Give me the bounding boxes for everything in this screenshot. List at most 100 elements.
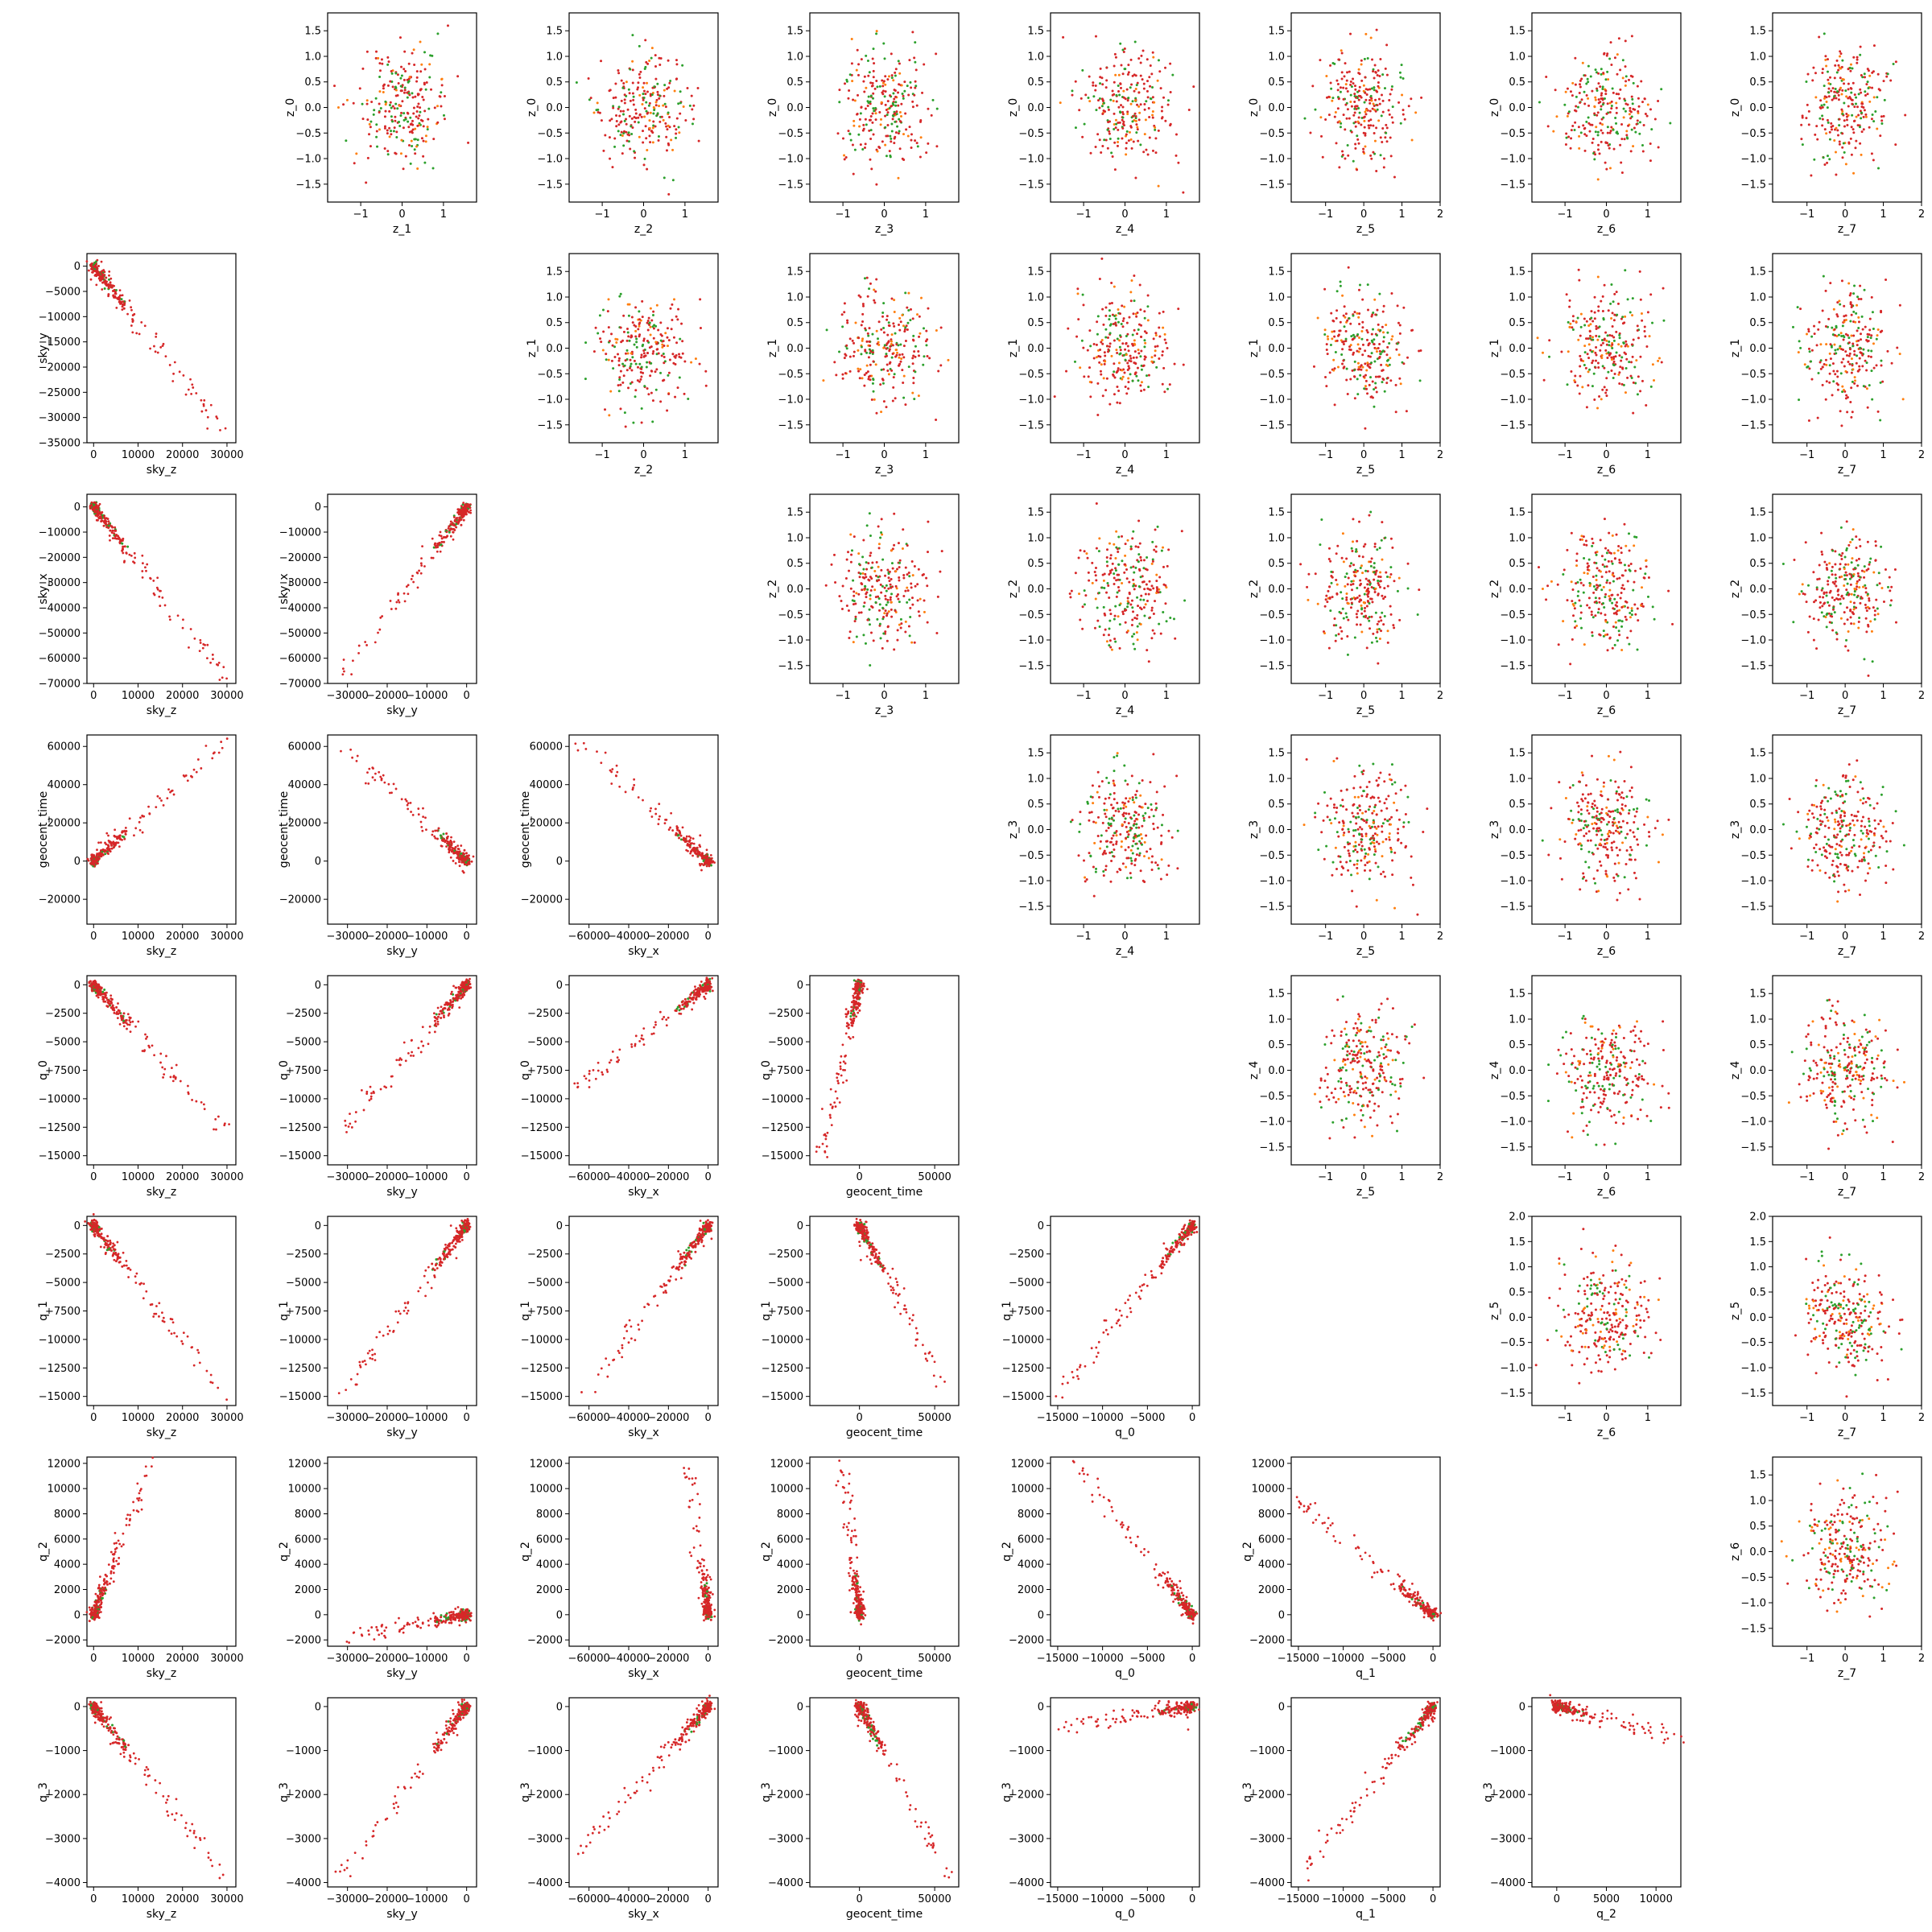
scatter-point xyxy=(697,1596,700,1600)
y-tick-label: −5000 xyxy=(527,1278,563,1290)
scatter-point xyxy=(97,277,101,280)
scatter-point xyxy=(89,1612,92,1616)
scatter-point xyxy=(448,1003,451,1006)
scatter-point xyxy=(163,1067,167,1071)
x-tick-label: −60000 xyxy=(568,931,610,943)
scatter-point xyxy=(431,830,435,833)
y-tick-label: −5000 xyxy=(1009,1278,1044,1290)
scatter-point xyxy=(447,835,449,838)
scatter-point xyxy=(114,844,117,847)
scatter-point xyxy=(148,812,151,815)
x-tick-label: 0 xyxy=(90,931,97,943)
scatter-point xyxy=(102,269,105,271)
y-tick-label: 8000 xyxy=(295,1509,321,1521)
scatter-point xyxy=(462,502,465,505)
scatter-point xyxy=(125,1524,128,1526)
scatter-point xyxy=(111,1553,114,1556)
scatter-point xyxy=(452,530,454,534)
x-tick-label: 0 xyxy=(464,931,470,943)
scatter-point xyxy=(858,1241,861,1244)
y-tick-label: −2500 xyxy=(768,1008,803,1020)
scatter-point xyxy=(187,1084,189,1088)
scatter-point xyxy=(340,749,342,753)
scatter-point xyxy=(460,844,463,847)
scatter-point xyxy=(436,837,439,840)
scatter-point xyxy=(863,985,865,988)
scatter-point xyxy=(105,1249,109,1252)
scatter-point xyxy=(708,1596,712,1600)
scatter-point xyxy=(418,569,420,572)
scatter-point xyxy=(404,1306,407,1309)
scatter-point xyxy=(455,522,458,526)
scatter-point xyxy=(690,1257,693,1260)
scatter-point xyxy=(97,1616,101,1619)
scatter-point xyxy=(85,1611,89,1614)
scatter-point xyxy=(110,286,114,289)
scatter-point xyxy=(91,857,94,859)
scatter-point xyxy=(125,1517,128,1521)
scatter-point xyxy=(109,281,112,284)
scatter-point xyxy=(879,1265,882,1268)
scatter-point xyxy=(113,296,115,299)
y-tick-label: −7500 xyxy=(286,1306,321,1318)
y-tick-label: −15000 xyxy=(39,336,80,349)
scatter-point xyxy=(188,646,190,649)
scatter-point xyxy=(220,741,223,743)
scatter-point xyxy=(104,279,107,282)
scatter-point xyxy=(642,1027,646,1030)
scatter-point xyxy=(679,1262,682,1265)
scatter-point xyxy=(341,673,345,676)
scatter-point xyxy=(1172,1248,1175,1251)
scatter-point xyxy=(101,1586,104,1589)
scatter-point xyxy=(215,1128,217,1131)
scatter-point xyxy=(173,1331,175,1335)
scatter-point xyxy=(454,845,457,848)
x-axis-label: sky_z xyxy=(147,1426,177,1439)
scatter-point xyxy=(90,1607,93,1610)
scatter-point xyxy=(101,519,104,522)
scatter-point xyxy=(395,601,398,604)
scatter-point xyxy=(120,1545,123,1548)
scatter-point xyxy=(450,836,452,839)
scatter-point xyxy=(114,291,117,294)
scatter-point xyxy=(713,1615,716,1618)
scatter-point xyxy=(858,1245,861,1248)
scatter-point xyxy=(844,1062,847,1065)
scatter-point xyxy=(121,294,124,297)
scatter-point xyxy=(122,537,125,540)
scatter-point xyxy=(97,518,99,522)
x-tick-label: −15000 xyxy=(1037,1412,1079,1424)
scatter-point xyxy=(101,997,105,1001)
scatter-point xyxy=(112,1006,115,1009)
x-tick-label: −40000 xyxy=(608,1171,650,1183)
scatter-point xyxy=(1187,1223,1191,1226)
scatter-point xyxy=(449,999,452,1002)
scatter-point xyxy=(195,770,198,774)
scatter-point xyxy=(853,1000,857,1003)
scatter-point xyxy=(419,562,423,565)
scatter-point xyxy=(191,1099,193,1101)
y-axis-label: q_0 xyxy=(278,1060,291,1080)
scatter-point xyxy=(653,1295,655,1298)
scatter-point xyxy=(195,392,198,394)
scatter-point xyxy=(709,1591,712,1594)
scatter-point xyxy=(405,585,408,588)
scatter-point xyxy=(200,1100,203,1104)
scatter-point xyxy=(573,1082,576,1085)
scatter-point xyxy=(128,299,131,302)
scatter-point xyxy=(449,1004,452,1006)
y-axis-label: sky_x xyxy=(37,573,50,604)
x-tick-label: 0 xyxy=(90,1412,97,1424)
scatter-point xyxy=(458,1615,461,1618)
scatter-point xyxy=(192,768,196,771)
scatter-point xyxy=(436,1015,440,1018)
scatter-point xyxy=(850,1005,853,1009)
scatter-point xyxy=(90,1224,93,1228)
x-tick-label: 0 xyxy=(705,1412,712,1424)
scatter-point xyxy=(374,778,377,782)
scatter-point xyxy=(458,850,461,853)
scatter-point xyxy=(707,861,710,865)
axes-frame xyxy=(86,253,237,444)
scatter-point xyxy=(221,746,224,749)
scatter-point xyxy=(406,1312,409,1315)
